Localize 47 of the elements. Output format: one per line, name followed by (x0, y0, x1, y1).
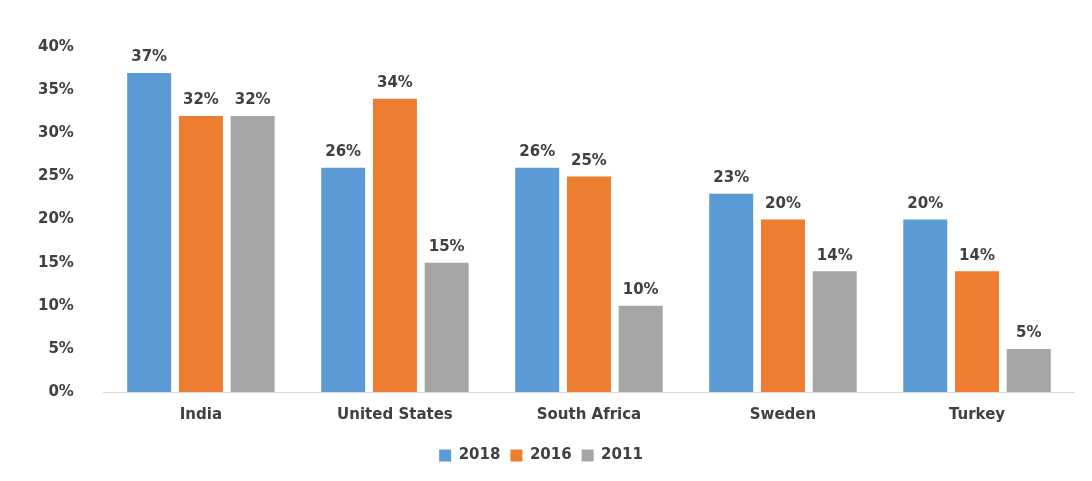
data-label: 26% (325, 142, 362, 161)
bar (955, 271, 999, 392)
x-tick-label: India (179, 404, 223, 423)
y-tick-label: 15% (38, 252, 74, 271)
bar (709, 193, 754, 392)
data-label: 15% (428, 237, 465, 256)
bar (515, 167, 560, 392)
x-tick-label: South Africa (536, 404, 642, 423)
y-tick-label: 40% (38, 36, 74, 55)
bar (178, 116, 223, 392)
legend-label: 2016 (529, 445, 572, 464)
bar (372, 98, 417, 392)
data-label: 14% (959, 245, 995, 264)
data-label: 25% (571, 150, 607, 169)
y-tick-label: 5% (48, 338, 74, 357)
y-tick-label: 25% (38, 166, 74, 185)
bar (1006, 348, 1051, 392)
bar (127, 72, 172, 392)
bar (903, 219, 948, 392)
data-label: 23% (713, 168, 750, 187)
y-tick-label: 30% (38, 123, 74, 142)
data-label: 10% (622, 280, 659, 299)
data-label: 32% (234, 90, 271, 109)
y-tick-label: 10% (38, 295, 74, 314)
bar (812, 271, 857, 392)
data-label: 37% (131, 47, 168, 66)
bar (566, 176, 611, 392)
data-label: 32% (182, 90, 219, 109)
bar (424, 262, 469, 392)
data-label: 26% (519, 142, 556, 161)
data-label: 5% (1015, 323, 1042, 342)
data-label: 14% (816, 245, 853, 264)
bar (321, 167, 366, 392)
bar (760, 219, 805, 392)
x-tick-label: Turkey (948, 404, 1006, 423)
y-tick-label: 35% (38, 80, 74, 99)
data-label: 20% (765, 193, 801, 212)
y-tick-label: 20% (38, 209, 74, 228)
bar (230, 116, 275, 392)
y-tick-label: 0% (48, 381, 74, 400)
x-tick-label: United States (337, 404, 453, 423)
x-tick-label: Sweden (749, 404, 817, 423)
bar (618, 305, 663, 392)
data-label: 20% (907, 193, 944, 212)
legend-label: 2011 (601, 445, 643, 464)
data-label: 34% (376, 73, 413, 92)
legend-label: 2018 (458, 445, 501, 464)
